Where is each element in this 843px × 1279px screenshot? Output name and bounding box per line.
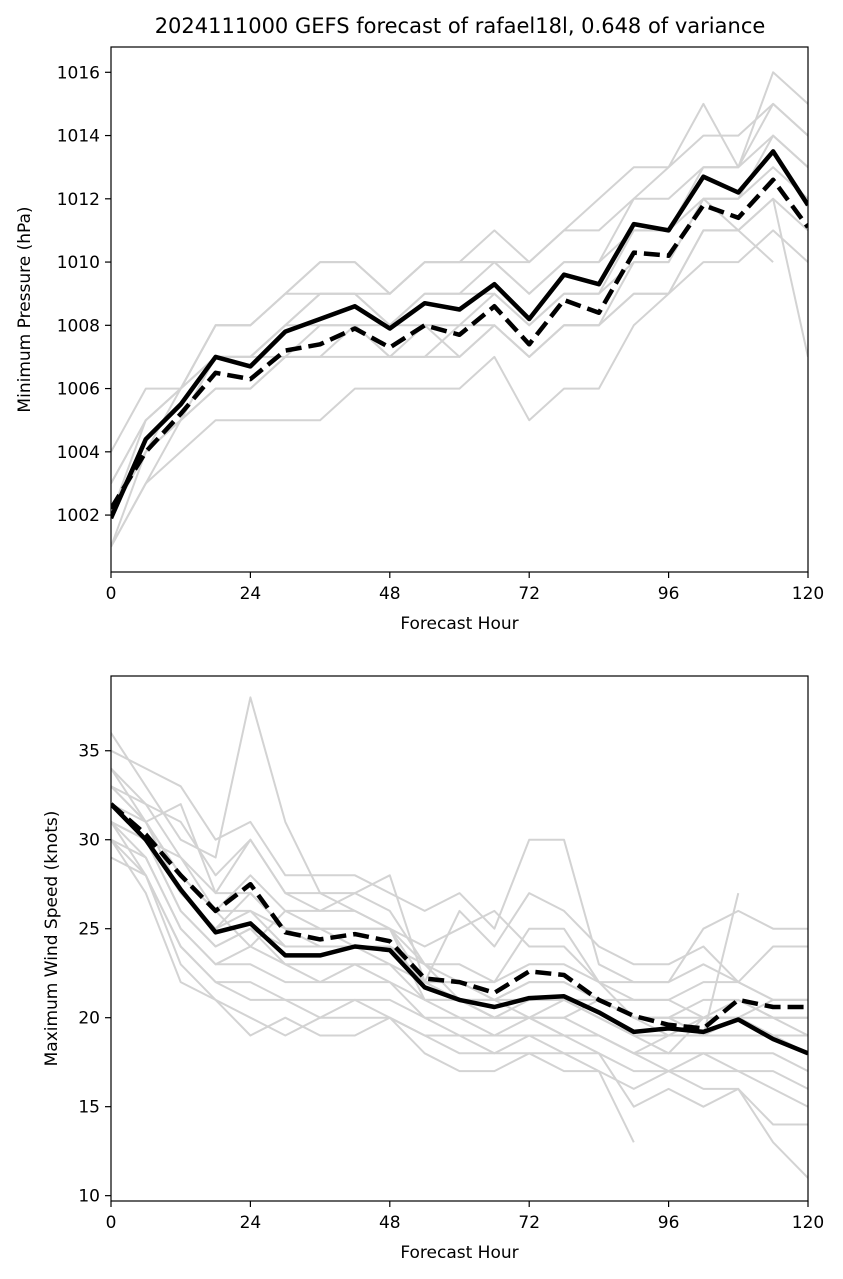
dashed-mean-line	[111, 177, 808, 510]
ensemble-member-line	[111, 229, 774, 548]
y-tick-label: 15	[78, 1098, 100, 1118]
ensemble-member-line	[111, 696, 808, 1037]
y-tick-label: 1016	[57, 63, 100, 83]
y-tick-label: 35	[78, 742, 100, 762]
x-tick-label: 24	[240, 584, 262, 604]
y-tick-label: 1004	[57, 443, 100, 463]
y-tick-label: 1006	[57, 380, 100, 400]
y-tick-label: 1010	[57, 253, 100, 273]
x-tick-label: 0	[106, 584, 117, 604]
y-tick-label: 20	[78, 1009, 100, 1029]
axes-frame	[110, 46, 809, 573]
x-tick-label: 48	[379, 584, 401, 604]
ensemble-member-line	[111, 839, 635, 1143]
x-tick-label: 48	[379, 1213, 401, 1233]
y-tick-label: 1014	[57, 127, 100, 147]
y-tick-label: 1002	[57, 506, 100, 526]
y-tick-label: 25	[78, 920, 100, 940]
ensemble-member-line	[111, 785, 808, 1001]
ensemble-member-line	[111, 838, 808, 1090]
y-axis-label: Maximum Wind Speed (knots)	[42, 811, 62, 1067]
y-axis-label: Minimum Pressure (hPa)	[15, 206, 35, 412]
y-tick-label: 10	[78, 1187, 100, 1207]
ensemble-member-line	[111, 856, 808, 1126]
wind-panel: 0 24 48 72 96 120 10 15 20 25 30 35 Forecast Hour Max…	[42, 675, 824, 1263]
ensemble-member-line	[111, 229, 808, 548]
x-axis-label: Forecast Hour	[400, 614, 518, 634]
solid-mean-line	[111, 149, 808, 520]
x-tick-label: 120	[792, 1213, 824, 1233]
solid-mean-line	[111, 802, 808, 1056]
y-tick-label: 1012	[57, 190, 100, 210]
chart-title: 2024111000 GEFS forecast of rafael18l, 0…	[155, 14, 766, 38]
ensemble-member-line	[111, 749, 808, 984]
pressure-panel: 0 24 48 72 96 120 1002 1004 1006 1008 1010 1012 1014…	[15, 46, 824, 634]
ensemble-member-line	[111, 767, 808, 984]
x-tick-label: 24	[240, 1213, 262, 1233]
ensemble-member-line	[111, 71, 808, 453]
dashed-mean-line	[111, 802, 808, 1031]
y-tick-label: 1008	[57, 316, 100, 336]
axes-frame	[110, 675, 809, 1202]
ensemble-member-line	[111, 821, 808, 1179]
x-tick-label: 72	[518, 1213, 540, 1233]
x-tick-label: 0	[106, 1213, 117, 1233]
x-tick-label: 96	[658, 1213, 680, 1233]
x-tick-label: 120	[792, 584, 824, 604]
plot-area	[111, 696, 808, 1179]
x-tick-label: 72	[518, 584, 540, 604]
y-tick-label: 30	[78, 831, 100, 851]
plot-area	[111, 71, 808, 548]
x-axis-label: Forecast Hour	[400, 1243, 518, 1263]
x-tick-label: 96	[658, 584, 680, 604]
